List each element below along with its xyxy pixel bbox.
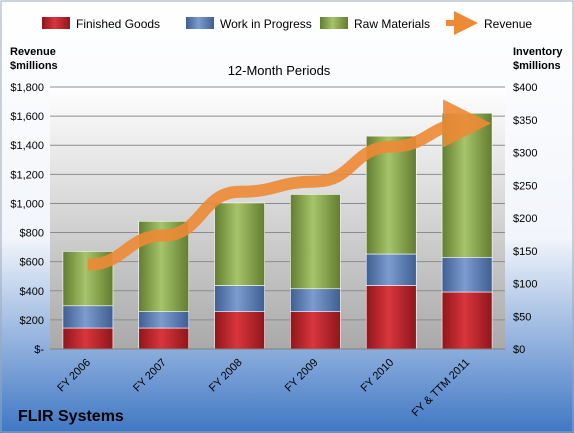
bar-finished-goods (365, 285, 417, 350)
right-tick-label: $100 (513, 279, 537, 291)
right-axis-title-line1: Inventory (513, 46, 563, 58)
legend-swatch-finished-goods (42, 17, 70, 29)
legend-label-raw-materials: Raw Materials (354, 17, 430, 31)
right-tick-label: $400 (513, 82, 537, 94)
left-tick-label: $1,000 (10, 198, 44, 210)
bar-work-in-progress (290, 288, 341, 312)
bar-finished-goods (290, 311, 341, 350)
left-tick-label: $400 (20, 286, 44, 298)
right-tick-label: $250 (513, 180, 537, 192)
left-axis-title-line1: Revenue (10, 46, 56, 58)
revenue-line-layer (87, 99, 492, 271)
bar-work-in-progress (138, 311, 190, 329)
left-tick-label: $800 (20, 228, 44, 240)
bar-work-in-progress (214, 285, 265, 312)
left-tick-label: $1,800 (10, 82, 44, 94)
bar-raw-materials (214, 202, 265, 286)
left-tick-label: $1,200 (10, 169, 44, 181)
left-axis-title-line2: $millions (10, 60, 58, 72)
chart-subtitle: 12-Month Periods (228, 63, 331, 78)
legend-label-work-in-progress: Work in Progress (220, 17, 312, 31)
left-tick-label: $- (34, 344, 44, 356)
bar-work-in-progress (365, 253, 417, 286)
right-axis-ticks: $0 $50 $100 $150 $200 $250 $300 $350 $400 (513, 82, 537, 356)
legend-swatch-raw-materials (320, 17, 348, 29)
bar-finished-goods (441, 291, 493, 350)
right-tick-label: $200 (513, 213, 537, 225)
left-tick-label: $1,600 (10, 111, 44, 123)
bar-raw-materials (290, 194, 341, 290)
bar-finished-goods (214, 311, 265, 350)
bar-work-in-progress (441, 256, 493, 293)
right-tick-label: $300 (513, 148, 537, 160)
bar-raw-materials (441, 112, 493, 258)
legend: Finished Goods Work in Progress Raw Mate… (42, 11, 532, 35)
right-tick-label: $150 (513, 246, 537, 258)
bar-work-in-progress (62, 305, 114, 329)
legend-label-revenue: Revenue (484, 17, 532, 31)
right-tick-label: $50 (513, 311, 531, 323)
bar-finished-goods (62, 327, 114, 350)
legend-label-finished-goods: Finished Goods (76, 17, 160, 31)
company-name: FLIR Systems (18, 408, 124, 425)
left-tick-label: $1,400 (10, 140, 44, 152)
right-axis-title-line2: $millions (513, 60, 561, 72)
legend-swatch-work-in-progress (186, 17, 214, 29)
gridlines (50, 86, 505, 321)
left-axis-ticks: $- $200 $400 $600 $800 $1,000 $1,200 $1,400 $1,6… (10, 82, 44, 356)
left-tick-label: $600 (20, 257, 44, 269)
right-tick-label: $0 (513, 344, 525, 356)
left-tick-label: $200 (20, 315, 44, 327)
revenue-line (87, 99, 492, 271)
right-tick-label: $350 (513, 115, 537, 127)
bar-finished-goods (138, 327, 190, 350)
